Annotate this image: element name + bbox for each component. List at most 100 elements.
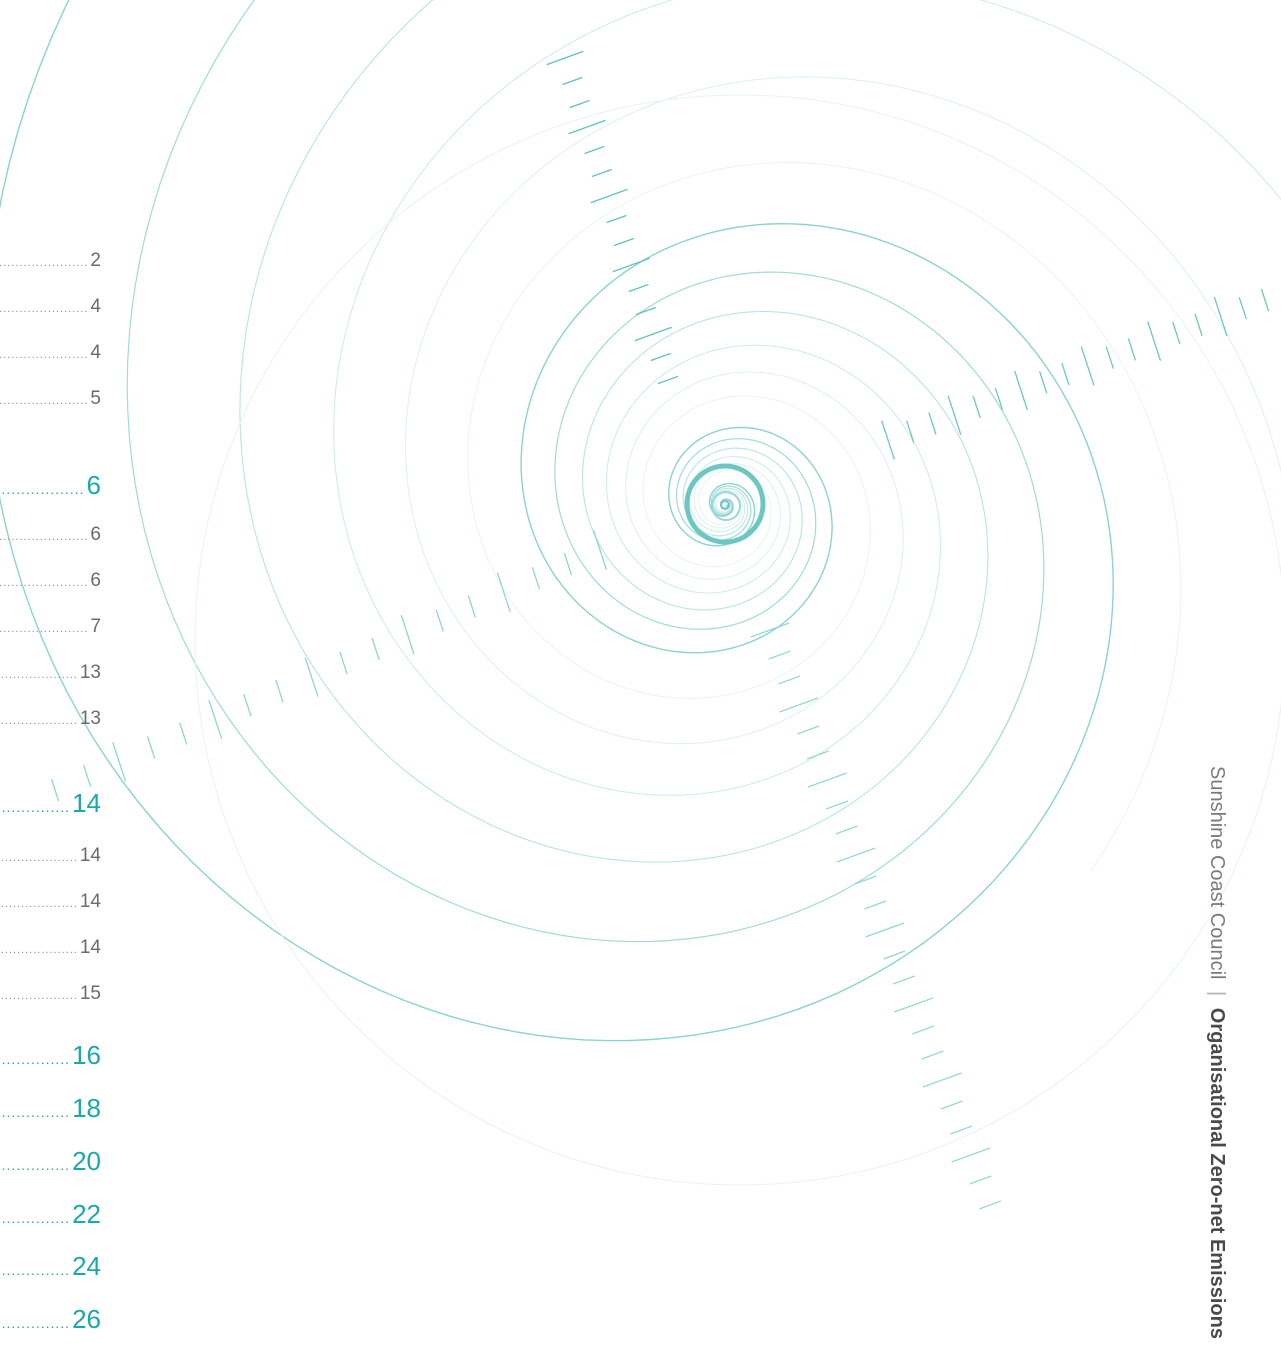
toc-leader-dots: ........................................… xyxy=(0,1210,71,1226)
tick-mark xyxy=(591,168,612,178)
toc-entry: ........................................… xyxy=(0,983,101,1009)
toc-page-number: 6 xyxy=(90,570,101,591)
toc-leader-dots: ........................................… xyxy=(0,1104,71,1120)
tick-mark xyxy=(339,651,348,675)
tick-mark xyxy=(112,742,126,782)
tick-mark xyxy=(950,1125,973,1135)
spiral-centre-dot xyxy=(720,500,730,510)
toc-entry: ........................................… xyxy=(0,845,101,871)
toc-entry: ........................................… xyxy=(0,1251,101,1285)
tick-mark xyxy=(922,1072,962,1088)
toc-page-number: 6 xyxy=(90,524,101,545)
spiral-line xyxy=(333,0,1281,796)
tick-mark xyxy=(1238,297,1247,320)
tick-mark xyxy=(593,530,607,570)
tick-mark xyxy=(972,395,981,419)
tick-mark xyxy=(243,694,252,717)
tick-mark xyxy=(797,725,820,735)
toc-leader-dots: ........................................… xyxy=(0,303,89,315)
tick-mark xyxy=(881,420,895,460)
toc-page-number: 15 xyxy=(79,983,101,1004)
tick-mark xyxy=(768,650,791,660)
toc-leader-dots: ........................................… xyxy=(0,531,89,543)
toc-page-number: 14 xyxy=(72,788,101,818)
spiral-outer-arc xyxy=(194,94,1281,1186)
toc-page-number: 18 xyxy=(72,1093,101,1123)
tick-mark xyxy=(569,99,590,109)
tick-mark xyxy=(825,800,848,810)
tick-mark xyxy=(606,214,627,224)
toc-entry: ........................................… xyxy=(0,524,101,550)
toc-leader-dots: ........................................… xyxy=(0,990,78,1002)
toc-entry: ........................................… xyxy=(0,708,101,734)
toc-page-number: 24 xyxy=(72,1251,101,1281)
toc-leader-dots: ........................................… xyxy=(0,577,89,589)
tick-mark xyxy=(635,306,656,316)
tick-mark xyxy=(50,778,60,802)
tick-mark xyxy=(371,637,380,660)
toc-page-number: 22 xyxy=(72,1199,101,1229)
spiral-line xyxy=(239,0,989,863)
toc-entry: ........................................… xyxy=(0,1304,101,1338)
tick-mark xyxy=(531,567,540,590)
tick-mark xyxy=(467,595,476,618)
tick-mark xyxy=(1213,296,1228,337)
toc-page-number: 13 xyxy=(79,662,101,683)
tick-mark xyxy=(400,615,415,655)
toc-leader-dots: ........................................… xyxy=(0,623,89,635)
toc-entry: ........................................… xyxy=(0,1040,101,1074)
tick-mark xyxy=(562,76,583,86)
toc-page-number: 16 xyxy=(72,1040,101,1070)
toc-entry: ........................................… xyxy=(0,937,101,963)
tick-mark xyxy=(179,722,188,745)
tick-mark xyxy=(657,375,679,385)
tick-mark xyxy=(1172,321,1181,345)
toc-leader-dots: ........................................… xyxy=(0,1315,71,1331)
tick-mark xyxy=(864,900,887,910)
toc-entry: ........................................… xyxy=(0,1093,101,1127)
table-of-contents: ........................................… xyxy=(0,0,101,1350)
tick-mark xyxy=(1147,321,1161,361)
spine-separator: | xyxy=(1206,991,1228,997)
toc-entry: ........................................… xyxy=(0,1146,101,1180)
toc-entry: ........................................… xyxy=(0,788,101,822)
tick-mark xyxy=(1080,346,1095,386)
tick-mark xyxy=(921,1050,944,1060)
tick-mark xyxy=(1039,371,1048,394)
toc-page-number: 14 xyxy=(79,891,101,912)
tick-mark xyxy=(275,680,284,703)
tick-mark xyxy=(865,922,905,938)
toc-page-number: 7 xyxy=(90,616,101,637)
toc-leader-dots: ........................................… xyxy=(0,944,78,956)
toc-entry: ........................................… xyxy=(0,470,101,504)
toc-entry: ........................................… xyxy=(0,250,101,276)
toc-leader-dots: ........................................… xyxy=(0,1157,71,1173)
toc-page-number: 20 xyxy=(72,1146,101,1176)
toc-entry: ........................................… xyxy=(0,388,101,414)
tick-mark xyxy=(634,326,672,342)
tick-mark xyxy=(1105,346,1114,369)
tick-mark xyxy=(750,622,790,638)
tick-mark xyxy=(951,1147,991,1163)
tick-mark xyxy=(1194,313,1203,336)
tick-mark xyxy=(854,875,877,885)
tick-mark xyxy=(650,352,671,362)
tick-mark xyxy=(894,997,933,1013)
spiral-line xyxy=(467,162,1182,871)
tick-mark xyxy=(83,764,92,787)
toc-page-number: 26 xyxy=(72,1304,101,1334)
tick-mark xyxy=(892,975,915,985)
tick-mark xyxy=(613,237,634,247)
toc-page-number: 2 xyxy=(90,250,101,271)
spiral-centre-ring-inner xyxy=(711,491,741,521)
tick-mark xyxy=(912,1025,935,1035)
toc-page-number: 4 xyxy=(90,296,101,317)
spiral-centre-ring xyxy=(684,463,766,545)
toc-entry: ........................................… xyxy=(0,891,101,917)
tick-mark xyxy=(208,699,223,740)
toc-leader-dots: ........................................… xyxy=(0,349,89,361)
tick-mark xyxy=(806,750,829,760)
toc-entry: ........................................… xyxy=(0,342,101,368)
tick-mark xyxy=(883,950,906,960)
